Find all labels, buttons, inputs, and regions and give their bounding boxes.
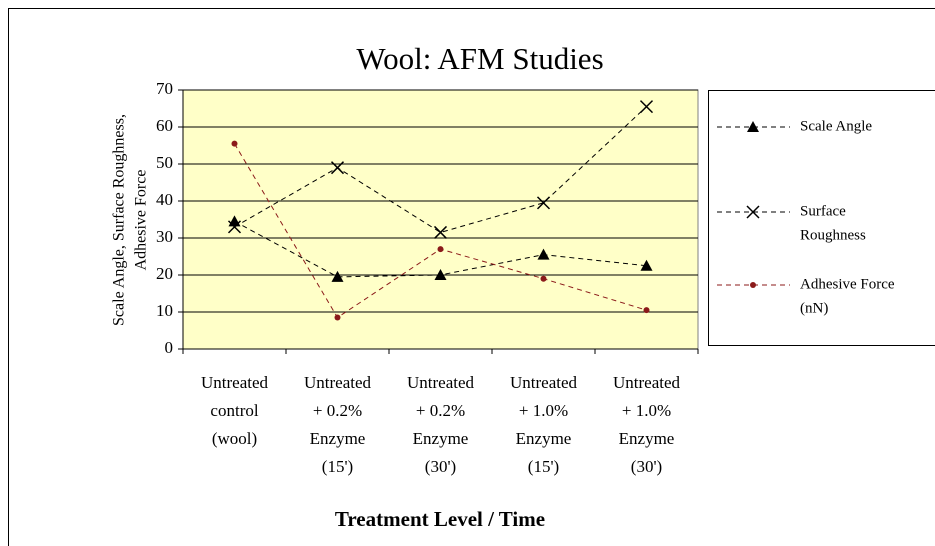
marker: [536, 196, 551, 210]
x-tick-label: Enzyme: [516, 429, 572, 448]
x-tick-label: + 0.2%: [313, 401, 362, 420]
x-tick-label: Enzyme: [619, 429, 675, 448]
x-tick-label: Enzyme: [413, 429, 469, 448]
x-tick-label: (15'): [322, 457, 353, 476]
x-tick-label: (30'): [425, 457, 456, 476]
y-tick-label: 40: [156, 190, 173, 209]
marker: [639, 100, 654, 114]
y-tick-label: 20: [156, 264, 173, 283]
x-tick-label: control: [210, 401, 258, 420]
x-tick-label: Untreated: [304, 373, 372, 392]
x-tick-label: Enzyme: [310, 429, 366, 448]
marker: [540, 275, 547, 282]
x-tick-label: + 1.0%: [519, 401, 568, 420]
x-tick-label: Untreated: [407, 373, 475, 392]
marker: [640, 259, 653, 271]
x-tick-label: (wool): [212, 429, 257, 448]
x-tick-label: Untreated: [510, 373, 578, 392]
legend-label: (nN): [800, 300, 828, 316]
x-tick-label: + 0.2%: [416, 401, 465, 420]
marker: [643, 307, 650, 314]
legend-label: Adhesive Force: [800, 276, 895, 292]
x-tick-label: Untreated: [201, 373, 269, 392]
marker: [746, 205, 760, 219]
legend-label: Roughness: [800, 227, 866, 243]
marker: [231, 140, 238, 147]
x-tick-label: Untreated: [613, 373, 681, 392]
marker: [747, 121, 759, 132]
y-tick-label: 30: [156, 227, 173, 246]
y-tick-label: 10: [156, 301, 173, 320]
legend-label: Surface: [800, 203, 846, 219]
y-tick-label: 0: [165, 338, 174, 357]
plot-area: [182, 89, 699, 350]
y-tick-label: 60: [156, 116, 173, 135]
marker: [227, 220, 242, 234]
marker: [437, 246, 444, 253]
legend-box: [708, 90, 935, 346]
marker: [434, 269, 447, 280]
y-axis-title-line: Adhesive Force: [133, 170, 150, 271]
chart-title: Wool: AFM Studies: [356, 41, 603, 76]
x-tick-label: + 1.0%: [622, 401, 671, 420]
y-axis-title-line: Scale Angle, Surface Roughness,: [111, 114, 128, 326]
y-axis-title: Scale Angle, Surface Roughness, Adhesive …: [111, 114, 150, 326]
marker: [433, 225, 448, 239]
x-axis-title: Treatment Level / Time: [335, 507, 545, 531]
y-tick-label: 70: [156, 79, 173, 98]
y-tick-label: 50: [156, 153, 173, 172]
marker: [537, 248, 550, 260]
marker: [331, 270, 344, 282]
marker: [750, 282, 756, 288]
marker: [334, 314, 341, 321]
marker: [330, 161, 345, 175]
x-tick-label: (30'): [631, 457, 662, 476]
x-tick-label: (15'): [528, 457, 559, 476]
legend-label: Scale Angle: [800, 118, 872, 134]
